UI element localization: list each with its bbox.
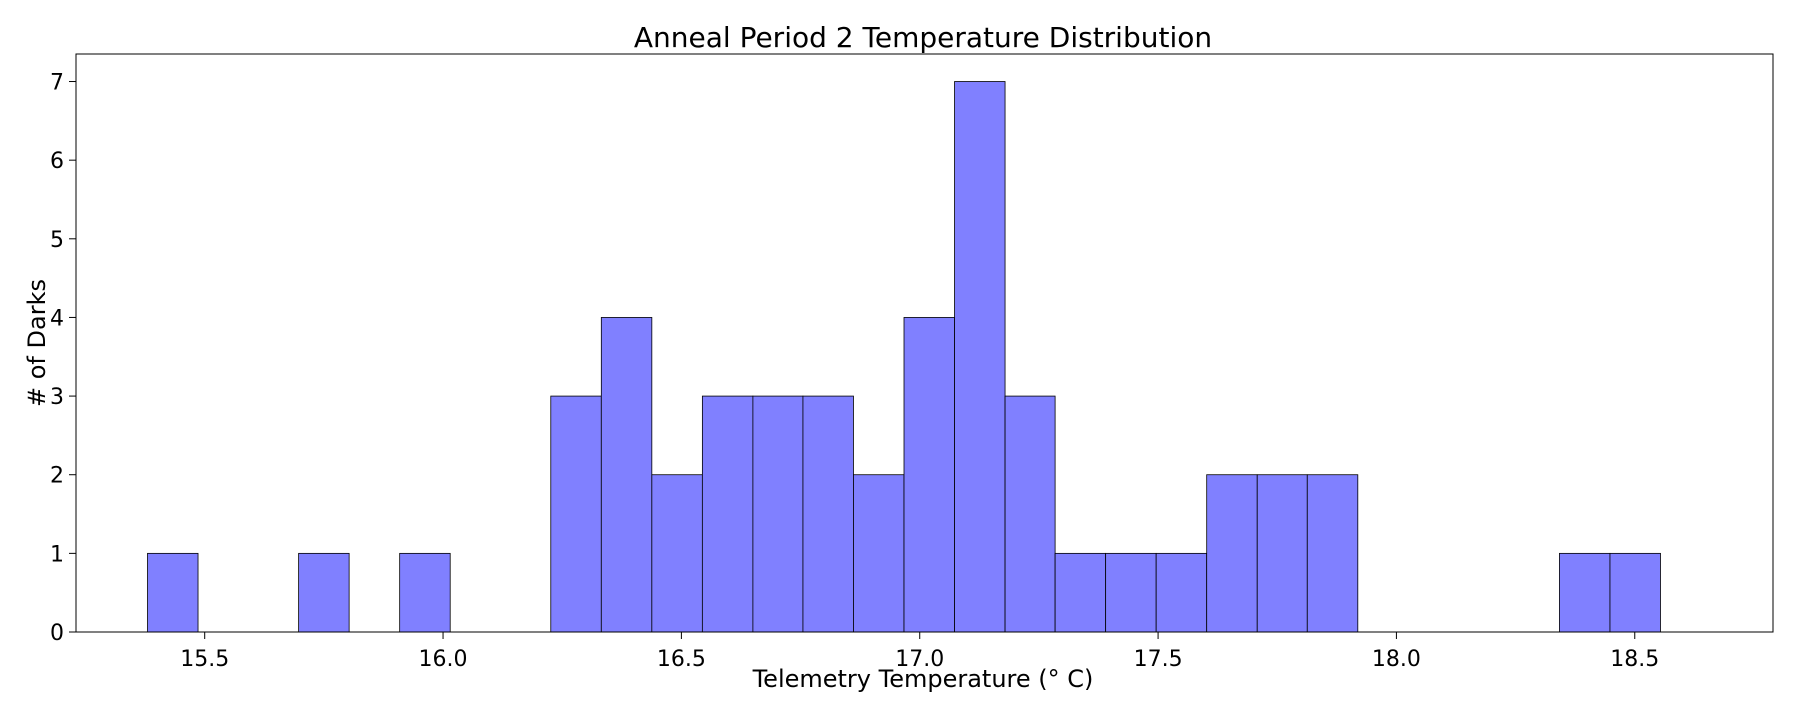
x-tick-label: 16.5: [657, 647, 706, 672]
histogram-bar-17: [1004, 395, 1056, 633]
histogram-bar-11: [701, 395, 754, 633]
histogram-bar-8: [550, 395, 602, 633]
x-axis-label: Telemetry Temperature (° C): [752, 665, 1094, 693]
y-axis-label: # of Darks: [23, 279, 51, 407]
histogram-bar-16: [954, 81, 1006, 633]
histogram-bar-23: [1306, 474, 1359, 633]
histogram-bar-28: [1559, 552, 1611, 633]
histogram-bar-20: [1155, 552, 1208, 633]
histogram-bar-22: [1256, 474, 1308, 633]
plot-frame: [75, 53, 1774, 633]
histogram-bar-3: [298, 552, 350, 633]
y-tick-label: 7: [50, 71, 64, 96]
y-tick-label: 2: [50, 464, 64, 489]
histogram-bar-5: [399, 552, 451, 633]
histogram-bar-9: [600, 317, 653, 633]
y-axis: 0 1 2 3 4 5 6 7: [50, 71, 76, 646]
bars-group: [147, 81, 1661, 633]
x-axis: 15.5 16.0 16.5 17.0 17.5 18.0 18.5: [180, 632, 1659, 672]
y-tick-label: 1: [50, 542, 64, 567]
x-tick-label: 16.0: [419, 647, 468, 672]
histogram-bar-10: [651, 474, 703, 633]
x-tick-label: 17.5: [1134, 647, 1183, 672]
y-tick-label: 6: [50, 149, 64, 174]
histogram-bar-29: [1609, 552, 1661, 633]
histogram-bar-0: [147, 552, 199, 633]
histogram-bar-14: [853, 474, 905, 633]
x-tick-label: 18.5: [1610, 647, 1659, 672]
x-tick-label: 15.5: [180, 647, 229, 672]
histogram-bar-15: [903, 317, 955, 633]
y-tick-label: 0: [50, 621, 64, 646]
y-tick-label: 3: [50, 385, 64, 410]
y-tick-label: 4: [50, 306, 64, 331]
histogram-bar-12: [752, 395, 804, 633]
x-tick-label: 17.0: [895, 647, 944, 672]
histogram-bar-18: [1054, 552, 1107, 633]
histogram-bar-21: [1206, 474, 1258, 633]
chart-title: Anneal Period 2 Temperature Distribution: [634, 21, 1212, 54]
x-tick-label: 18.0: [1372, 647, 1421, 672]
histogram-bar-13: [802, 395, 854, 633]
histogram-bar-19: [1105, 552, 1157, 633]
y-tick-label: 5: [50, 228, 64, 253]
